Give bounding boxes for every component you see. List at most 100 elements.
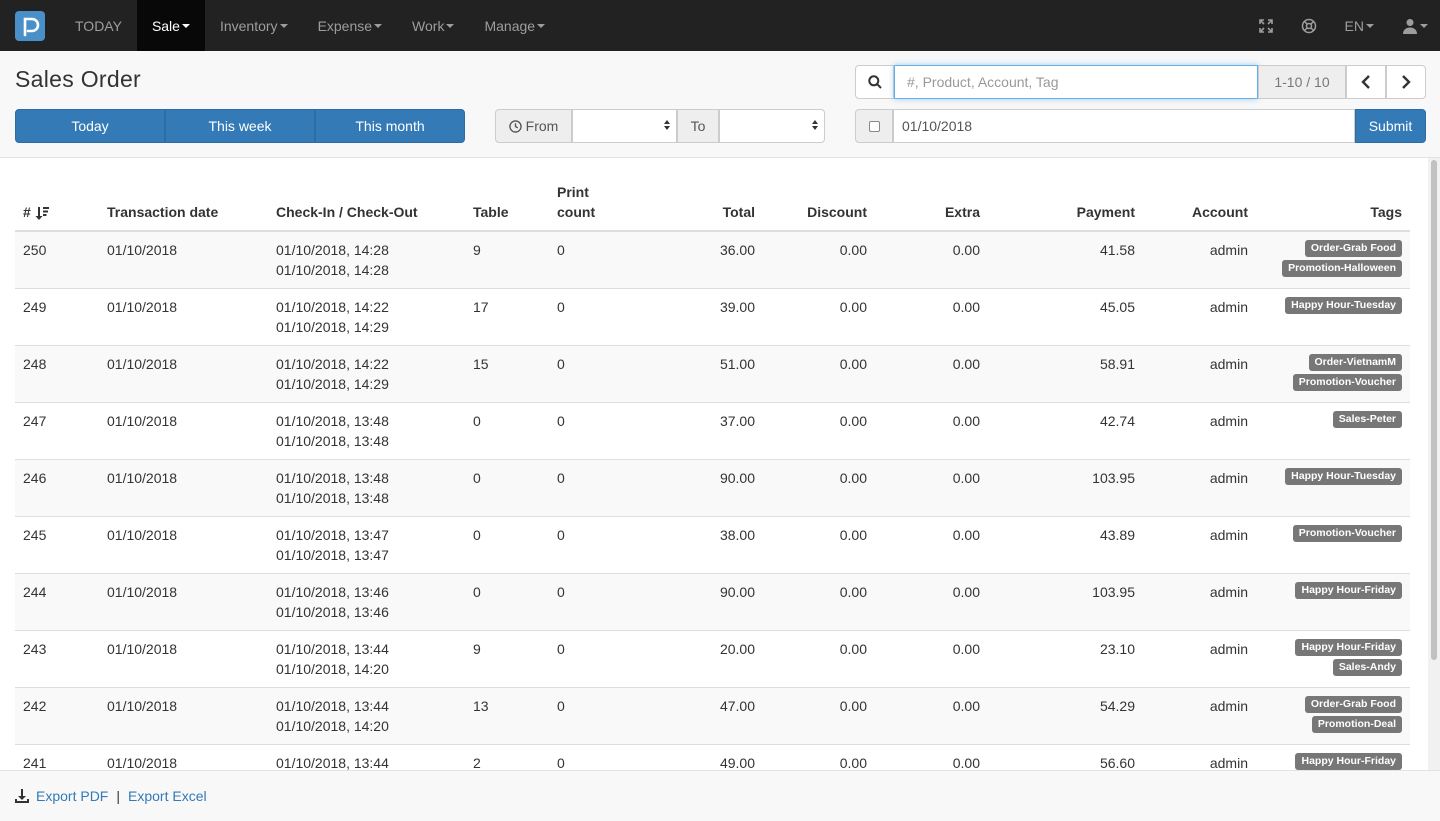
- nav-manage-label: Manage: [484, 17, 536, 34]
- tag-label[interactable]: Order-Grab Food: [1304, 696, 1402, 713]
- cell-table-number: 0: [465, 516, 549, 574]
- cell-print-count: 0: [549, 630, 659, 688]
- vertical-scrollbar[interactable]: [1428, 158, 1440, 770]
- nav-expense[interactable]: Expense: [303, 0, 397, 51]
- cell-print-count: 0: [549, 516, 659, 574]
- check-out-time: 01/10/2018, 13:46: [276, 604, 389, 620]
- cell-payment: 23.10: [988, 630, 1143, 688]
- tag-label[interactable]: Happy Hour-Friday: [1295, 582, 1402, 599]
- tag-label[interactable]: Promotion-Voucher: [1292, 525, 1402, 542]
- nav-inventory[interactable]: Inventory: [205, 0, 303, 51]
- brand-logo[interactable]: [0, 0, 60, 51]
- tag-label[interactable]: Promotion-Halloween: [1282, 260, 1402, 277]
- table-row[interactable]: 247 01/10/2018 01/10/2018, 13:48 01/10/2018…: [15, 402, 1410, 460]
- tag-label[interactable]: Promotion-Deal: [1311, 716, 1402, 733]
- header-table[interactable]: Table: [465, 182, 549, 232]
- cell-transaction-date: 01/10/2018: [99, 687, 268, 745]
- header-transaction-date[interactable]: Transaction date: [99, 182, 268, 232]
- caret-down-icon: [374, 23, 383, 28]
- cell-tags: Happy Hour-Friday: [1256, 573, 1410, 631]
- nav-sale[interactable]: Sale: [136, 0, 205, 51]
- tag-list: Happy Hour-Friday: [1264, 753, 1402, 770]
- table-row[interactable]: 245 01/10/2018 01/10/2018, 13:47 01/10/2018…: [15, 516, 1410, 574]
- tag-label[interactable]: Happy Hour-Tuesday: [1285, 468, 1402, 485]
- download-icon: [15, 789, 29, 803]
- from-select[interactable]: [572, 109, 677, 143]
- table-row[interactable]: 244 01/10/2018 01/10/2018, 13:46 01/10/2018…: [15, 573, 1410, 631]
- clock-icon: [508, 119, 522, 133]
- cell-payment: 103.95: [988, 573, 1143, 631]
- export-pdf-link[interactable]: Export PDF: [36, 788, 109, 804]
- tag-list: Happy Hour-Tuesday: [1264, 297, 1402, 317]
- table-row[interactable]: 246 01/10/2018 01/10/2018, 13:48 01/10/2018…: [15, 459, 1410, 517]
- cell-account: admin: [1143, 573, 1256, 631]
- tag-label[interactable]: Order-VietnamM: [1308, 354, 1402, 371]
- header-extra[interactable]: Extra: [875, 182, 988, 232]
- header-discount[interactable]: Discount: [763, 182, 875, 232]
- tag-list: Order-Grab Food Promotion-Halloween: [1264, 240, 1402, 280]
- nav-manage[interactable]: Manage: [469, 0, 560, 51]
- today-button[interactable]: Today: [15, 109, 165, 143]
- header-number[interactable]: #: [15, 182, 99, 232]
- table-row[interactable]: 250 01/10/2018 01/10/2018, 14:28 01/10/2018…: [15, 230, 1410, 289]
- top-navbar: TODAY Sale Inventory Expense Work Manage…: [0, 0, 1440, 51]
- cell-total: 37.00: [659, 402, 763, 460]
- cell-payment: 42.74: [988, 402, 1143, 460]
- search-input[interactable]: [894, 65, 1258, 99]
- date-filter-checkbox[interactable]: [855, 109, 893, 143]
- header-payment[interactable]: Payment: [988, 182, 1143, 232]
- cell-check-in-out: 01/10/2018, 14:22 01/10/2018, 14:29: [268, 288, 465, 346]
- table-row[interactable]: 242 01/10/2018 01/10/2018, 13:44 01/10/2018…: [15, 687, 1410, 745]
- header-total[interactable]: Total: [659, 182, 763, 232]
- header-print-line1: Print: [557, 184, 589, 200]
- user-menu[interactable]: [1388, 0, 1440, 51]
- tag-label[interactable]: Sales-Andy: [1332, 659, 1402, 676]
- table-row[interactable]: 241 01/10/2018 01/10/2018, 13:44 2 0 49.00 0.0…: [15, 744, 1410, 770]
- cell-tags: Order-VietnamM Promotion-Voucher: [1256, 345, 1410, 403]
- scrollbar-thumb[interactable]: [1431, 160, 1437, 660]
- table-row[interactable]: 243 01/10/2018 01/10/2018, 13:44 01/10/2018…: [15, 630, 1410, 688]
- cell-tags: Order-Grab Food Promotion-Deal: [1256, 687, 1410, 745]
- tag-label[interactable]: Order-Grab Food: [1304, 240, 1402, 257]
- language-menu[interactable]: EN: [1331, 0, 1388, 51]
- this-month-button[interactable]: This month: [315, 109, 465, 143]
- cell-print-count: 0: [549, 573, 659, 631]
- previous-page-button[interactable]: [1346, 65, 1386, 99]
- header-check-in-out[interactable]: Check-In / Check-Out: [268, 182, 465, 232]
- header-tags[interactable]: Tags: [1256, 182, 1410, 232]
- table-row[interactable]: 248 01/10/2018 01/10/2018, 14:22 01/10/2018…: [15, 345, 1410, 403]
- checkbox-box: [868, 120, 880, 132]
- cell-total: 39.00: [659, 288, 763, 346]
- to-select[interactable]: [719, 109, 825, 143]
- cell-check-in-out: 01/10/2018, 13:46 01/10/2018, 13:46: [268, 573, 465, 631]
- submit-button[interactable]: Submit: [1355, 109, 1426, 143]
- cell-check-in-out: 01/10/2018, 14:28 01/10/2018, 14:28: [268, 230, 465, 289]
- cell-table-number: 13: [465, 687, 549, 745]
- header-print-count[interactable]: Print count: [549, 182, 659, 232]
- search-icon: [867, 75, 882, 89]
- nav-today[interactable]: TODAY: [60, 0, 137, 51]
- export-excel-link[interactable]: Export Excel: [128, 788, 207, 804]
- tag-label[interactable]: Sales-Peter: [1332, 411, 1402, 428]
- tag-label[interactable]: Happy Hour-Tuesday: [1285, 297, 1402, 314]
- date-input[interactable]: [893, 109, 1355, 143]
- cell-print-count: 0: [549, 459, 659, 517]
- table-row[interactable]: 249 01/10/2018 01/10/2018, 14:22 01/10/2018…: [15, 288, 1410, 346]
- this-week-button[interactable]: This week: [165, 109, 315, 143]
- check-out-time: 01/10/2018, 14:20: [276, 661, 389, 677]
- expand-icon[interactable]: [1245, 0, 1287, 51]
- globe-icon[interactable]: [1287, 0, 1331, 51]
- tag-label[interactable]: Promotion-Voucher: [1292, 374, 1402, 391]
- select-arrows-icon: [812, 120, 818, 130]
- search-button[interactable]: [855, 65, 894, 99]
- cell-tags: Happy Hour-Friday Sales-Andy: [1256, 630, 1410, 688]
- to-label: To: [690, 118, 706, 134]
- nav-work[interactable]: Work: [397, 0, 469, 51]
- cell-account: admin: [1143, 345, 1256, 403]
- nav-sale-label: Sale: [151, 17, 180, 34]
- cell-total: 49.00: [659, 744, 763, 770]
- tag-label[interactable]: Happy Hour-Friday: [1295, 753, 1402, 770]
- header-account[interactable]: Account: [1143, 182, 1256, 232]
- next-page-button[interactable]: [1386, 65, 1426, 99]
- tag-label[interactable]: Happy Hour-Friday: [1295, 639, 1402, 656]
